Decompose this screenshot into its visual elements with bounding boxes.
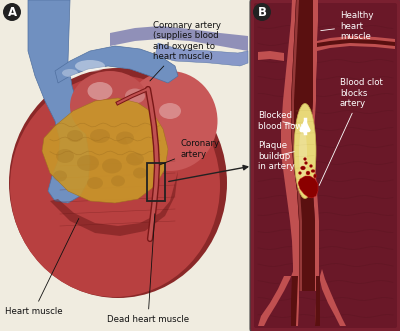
Circle shape: [3, 3, 21, 21]
Ellipse shape: [75, 60, 105, 72]
Text: Coronary
artery: Coronary artery: [160, 139, 219, 165]
Polygon shape: [312, 0, 319, 291]
Ellipse shape: [304, 162, 308, 165]
Ellipse shape: [125, 88, 145, 104]
Polygon shape: [281, 0, 299, 291]
Circle shape: [253, 3, 271, 21]
Polygon shape: [291, 276, 298, 326]
Polygon shape: [317, 36, 395, 51]
Ellipse shape: [116, 131, 134, 145]
Ellipse shape: [88, 82, 112, 100]
Ellipse shape: [294, 104, 316, 199]
Text: Healthy
heart
muscle: Healthy heart muscle: [321, 11, 374, 41]
FancyBboxPatch shape: [250, 0, 400, 331]
Ellipse shape: [314, 174, 316, 178]
Ellipse shape: [102, 159, 122, 173]
Polygon shape: [292, 0, 302, 291]
Polygon shape: [298, 176, 318, 198]
Text: Blood clot
blocks
artery: Blood clot blocks artery: [319, 78, 383, 185]
Ellipse shape: [9, 68, 227, 298]
Ellipse shape: [306, 171, 310, 175]
Ellipse shape: [159, 103, 181, 119]
Bar: [147, 163, 165, 201]
Ellipse shape: [310, 165, 312, 167]
Text: Heart muscle: Heart muscle: [5, 218, 79, 315]
Ellipse shape: [10, 75, 220, 297]
FancyBboxPatch shape: [254, 3, 397, 328]
Ellipse shape: [122, 71, 218, 171]
Ellipse shape: [133, 167, 147, 178]
Text: Blocked
blood flow: Blocked blood flow: [258, 111, 302, 131]
Polygon shape: [42, 98, 168, 203]
Ellipse shape: [300, 166, 306, 170]
Text: A: A: [8, 6, 16, 19]
Ellipse shape: [311, 169, 315, 172]
Ellipse shape: [77, 155, 99, 171]
Polygon shape: [315, 276, 320, 326]
Text: B: B: [258, 6, 266, 19]
Ellipse shape: [298, 171, 302, 174]
Ellipse shape: [87, 177, 103, 189]
Polygon shape: [28, 0, 90, 203]
Polygon shape: [155, 43, 248, 66]
Polygon shape: [291, 0, 315, 291]
Ellipse shape: [53, 170, 67, 181]
Polygon shape: [110, 26, 248, 51]
Polygon shape: [315, 269, 346, 326]
Ellipse shape: [56, 149, 74, 163]
Ellipse shape: [90, 129, 110, 143]
Ellipse shape: [304, 158, 306, 161]
Polygon shape: [50, 171, 178, 236]
Ellipse shape: [299, 128, 307, 178]
Ellipse shape: [62, 69, 78, 77]
Ellipse shape: [67, 130, 83, 142]
Polygon shape: [258, 51, 284, 61]
Polygon shape: [317, 39, 395, 47]
Text: Coronary artery
(supplies blood
and oxygen to
heart muscle): Coronary artery (supplies blood and oxyg…: [150, 21, 221, 81]
Ellipse shape: [111, 175, 125, 186]
Ellipse shape: [70, 71, 150, 141]
Polygon shape: [258, 269, 299, 326]
Polygon shape: [55, 46, 178, 83]
Text: Plaque
buildup
in artery: Plaque buildup in artery: [258, 141, 295, 171]
Text: Dead heart muscle: Dead heart muscle: [107, 214, 189, 323]
Ellipse shape: [126, 153, 144, 166]
